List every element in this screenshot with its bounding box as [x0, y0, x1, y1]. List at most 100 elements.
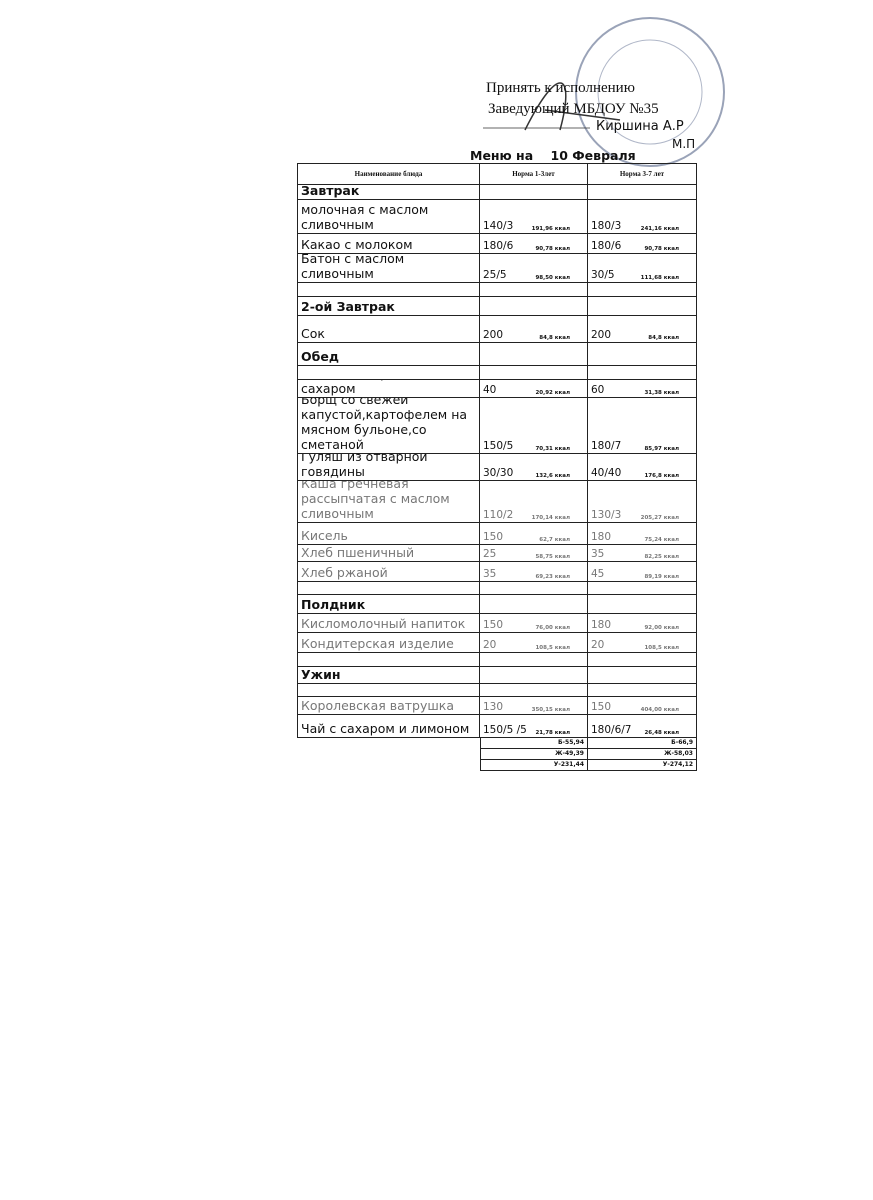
norm-cell: 180/6 90,78 ккал	[480, 234, 588, 254]
approval: Заведующий МБДОУ №35	[488, 101, 659, 117]
norm-cell: 180/3 241,16 ккал	[588, 200, 697, 234]
dish-name: Каша гречневая рассыпчатая с маслом слив…	[301, 481, 450, 521]
dish-name: Борщ со свежей капустой,картофелем на мя…	[301, 398, 468, 452]
dish-name: Салат из моркови с сахаром	[301, 380, 430, 396]
name-cell: Завтрак	[297, 185, 480, 200]
stamp	[483, 17, 725, 167]
norm-cell: 180/6 90,78 ккал	[588, 234, 697, 254]
amount: 180/6/7	[591, 724, 632, 736]
kcal: 89,19 ккал	[644, 574, 679, 580]
kcal: 69,23 ккал	[535, 574, 570, 580]
kcal: 92,00 ккал	[644, 625, 679, 631]
kcal: 31,38 ккал	[644, 390, 679, 396]
norm-cell: 30/30 132,6 ккал	[480, 454, 588, 481]
name-cell: Каша гречневая рассыпчатая с маслом слив…	[297, 481, 480, 523]
amount: 20	[591, 639, 605, 651]
amount: 45	[591, 568, 605, 580]
name-cell	[297, 582, 480, 595]
name-cell: Хлеб ржаной	[297, 562, 480, 582]
section-title: Завтрак	[301, 185, 360, 198]
norm-cell	[588, 595, 697, 614]
amount: 180/6	[591, 240, 622, 252]
norm-cell	[588, 653, 697, 667]
column-header: Норма 1-3лет	[480, 163, 588, 185]
menu-table: Наименование блюда Норма 1-3лет Норма 3-7 …	[297, 163, 697, 773]
norm-cell	[480, 667, 588, 684]
norm-cell: 200 84,8 ккал	[588, 316, 697, 343]
norm-cell: 140/3 191,96 ккал	[480, 200, 588, 234]
norm-cell: 40 20,92 ккал	[480, 380, 588, 398]
signer: Киршина А.Р	[596, 119, 684, 134]
kcal: 98,50 ккал	[535, 275, 570, 281]
column-header-text: Наименование блюда	[354, 169, 423, 178]
name-cell	[297, 684, 480, 697]
kcal: 191,96 ккал	[531, 226, 570, 232]
name-cell: Сок	[297, 316, 480, 343]
norm-cell: 60 31,38 ккал	[588, 380, 697, 398]
kcal: 170,14 ккал	[531, 515, 570, 521]
norm-cell	[480, 684, 588, 697]
amount: 200	[591, 329, 612, 341]
norm-cell	[480, 582, 588, 595]
dish-name: Кисломолочный напиток	[301, 616, 466, 631]
norm-cell	[588, 283, 697, 297]
norm-cell	[588, 684, 697, 697]
kcal: 70,31 ккал	[535, 446, 570, 452]
norm-cell: 150 62,7 ккал	[480, 523, 588, 545]
name-cell: Батон с маслом сливочным	[297, 254, 480, 283]
name-cell: Чай с сахаром и лимоном	[297, 715, 480, 738]
amount: 180/6	[483, 240, 514, 252]
dish-name: Какао с молоком	[301, 237, 413, 252]
norm-cell	[480, 297, 588, 316]
amount: 110/2	[483, 509, 514, 521]
name-cell: Кондитерская изделие	[297, 633, 480, 653]
column-header-text: Норма 1-3лет	[512, 169, 555, 178]
dish-name: Батон с маслом сливочным	[301, 254, 405, 281]
total: Ж-49,39	[555, 750, 584, 757]
name-cell: 2-ой Завтрак	[297, 297, 480, 316]
name-cell: Хлеб пшеничный	[297, 545, 480, 562]
norm-cell: 150/5 /5 21,78 ккал	[480, 715, 588, 738]
section-title: Ужин	[301, 667, 341, 682]
amount: 200	[483, 329, 504, 341]
dish-name: Хлеб пшеничный	[301, 545, 415, 560]
amount: 180/3	[591, 220, 622, 232]
amount: 40	[483, 384, 497, 396]
kcal: 205,27 ккал	[640, 515, 679, 521]
kcal: 176,8 ккал	[644, 473, 679, 479]
total: У-274,12	[662, 761, 693, 768]
norm-cell	[588, 297, 697, 316]
kcal: 84,8 ккал	[539, 335, 570, 341]
norm-cell: 180 75,24 ккал	[588, 523, 697, 545]
total-cell: У-274,12	[588, 760, 697, 771]
amount: 30/5	[591, 269, 615, 281]
norm-cell	[588, 343, 697, 366]
kcal: 350,15 ккал	[531, 707, 570, 713]
norm-cell: 130 350,15 ккал	[480, 697, 588, 715]
title: Меню на 10 Февраля	[470, 148, 636, 163]
column-header: Норма 3-7 лет	[588, 163, 697, 185]
kcal: 84,8 ккал	[648, 335, 679, 341]
name-cell: Обед	[297, 343, 480, 366]
amount: 150	[591, 701, 612, 713]
name-cell: Кисломолочный напиток	[297, 614, 480, 633]
norm-cell	[480, 595, 588, 614]
amount: 150/5 /5	[483, 724, 527, 736]
name-cell: Борщ со свежей капустой,картофелем на мя…	[297, 398, 480, 454]
amount: 20	[483, 639, 497, 651]
kcal: 108,5 ккал	[644, 645, 679, 651]
norm-cell: 150 404,00 ккал	[588, 697, 697, 715]
total: Ж-58,03	[664, 750, 693, 757]
norm-cell: 130/3 205,27 ккал	[588, 481, 697, 523]
kcal: 111,68 ккал	[640, 275, 679, 281]
kcal: 90,78 ккал	[644, 246, 679, 252]
amount: 180	[591, 619, 612, 631]
name-cell	[297, 283, 480, 297]
total-cell: Б-66,9	[588, 738, 697, 749]
kcal: 404,00 ккал	[640, 707, 679, 713]
kcal: 90,78 ккал	[535, 246, 570, 252]
dish-name: Хлеб ржаной	[301, 565, 388, 580]
total-cell: У-231,44	[480, 760, 588, 771]
amount: 130/3	[591, 509, 622, 521]
